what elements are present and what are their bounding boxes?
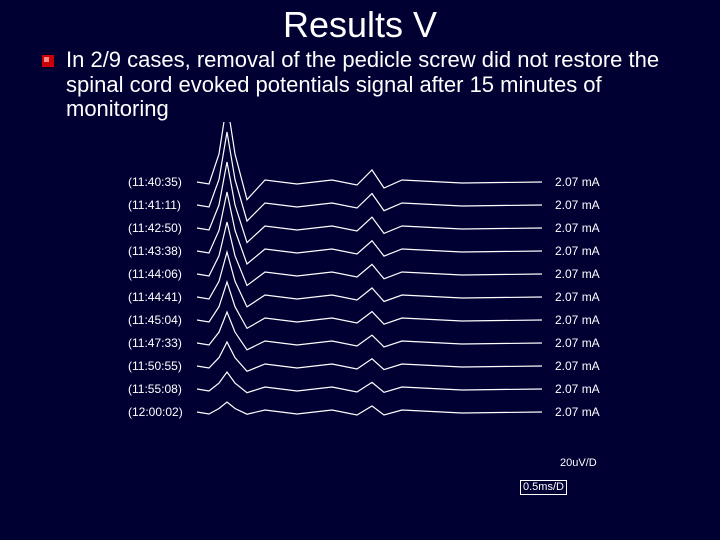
waveform-trace: [197, 372, 542, 393]
amplitude-label: 2.07 mA: [555, 267, 600, 281]
page-title: Results V: [0, 0, 720, 46]
waveform-trace: [197, 162, 542, 243]
time-label: (11:45:04): [128, 313, 182, 327]
amplitude-label: 2.07 mA: [555, 198, 600, 212]
waveform-trace: [197, 252, 542, 307]
waveform-chart: (11:40:35) 2.07 mA (11:41:11) 2.07 mA (11:42…: [0, 122, 720, 522]
amplitude-label: 2.07 mA: [555, 175, 600, 189]
time-label: (11:47:33): [128, 336, 182, 350]
scale-x-label: 0.5ms/D: [520, 480, 567, 495]
waveform-trace: [197, 342, 542, 371]
bullet-item: In 2/9 cases, removal of the pedicle scr…: [0, 46, 720, 122]
amplitude-label: 2.07 mA: [555, 313, 600, 327]
waveform-trace: [197, 222, 542, 285]
waveform-trace: [197, 402, 542, 415]
time-label: (11:44:06): [128, 267, 182, 281]
amplitude-label: 2.07 mA: [555, 359, 600, 373]
scale-y-label: 20uV/D: [558, 457, 599, 470]
waveform-trace: [197, 312, 542, 350]
time-label: (11:42:50): [128, 221, 182, 235]
amplitude-label: 2.07 mA: [555, 405, 600, 419]
time-label: (12:00:02): [128, 405, 183, 419]
amplitude-label: 2.07 mA: [555, 336, 600, 350]
amplitude-label: 2.07 mA: [555, 221, 600, 235]
amplitude-label: 2.07 mA: [555, 290, 600, 304]
time-label: (11:40:35): [128, 175, 182, 189]
amplitude-label: 2.07 mA: [555, 382, 600, 396]
time-label: (11:43:38): [128, 244, 182, 258]
time-label: (11:50:55): [128, 359, 182, 373]
time-label: (11:44:41): [128, 290, 182, 304]
bullet-icon: [42, 55, 54, 67]
body-text: In 2/9 cases, removal of the pedicle scr…: [66, 48, 690, 122]
time-label: (11:55:08): [128, 382, 182, 396]
waveform-trace: [197, 192, 542, 264]
waveform-trace: [197, 132, 542, 221]
time-label: (11:41:11): [128, 198, 181, 212]
amplitude-label: 2.07 mA: [555, 244, 600, 258]
waveform-trace: [197, 122, 542, 200]
